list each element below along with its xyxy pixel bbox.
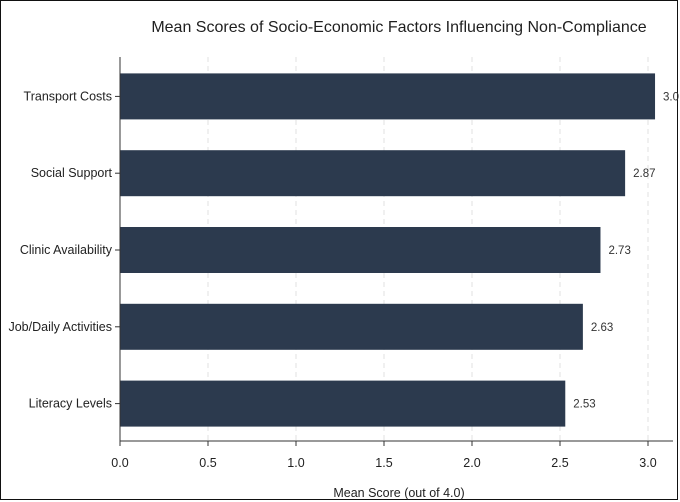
x-tick-label: 2.0 — [463, 456, 480, 470]
x-tick-label: 0.5 — [199, 456, 216, 470]
data-label: 3.04 — [663, 91, 679, 103]
x-axis: 0.0 0.5 1.0 1.5 2.0 2.5 3.0 Transport Costs Soci… — [8, 57, 673, 470]
data-label: 2.73 — [608, 245, 630, 257]
x-tick-label: 2.5 — [551, 456, 568, 470]
y-tick-label: Job/Daily Activities — [8, 320, 112, 334]
x-tick-label: 3.0 — [639, 456, 656, 470]
chart-title: Mean Scores of Socio-Economic Factors In… — [151, 19, 646, 36]
bars: 3.04 2.87 2.73 2.63 2.53 — [120, 73, 679, 427]
data-label: 2.53 — [573, 399, 595, 411]
data-label: 2.63 — [591, 322, 613, 334]
y-tick-label: Literacy Levels — [29, 397, 112, 411]
bar — [120, 227, 601, 273]
y-tick-label: Transport Costs — [24, 89, 112, 103]
x-axis-label: Mean Score (out of 4.0) — [333, 486, 464, 500]
x-tick-label: 1.5 — [375, 456, 392, 470]
x-tick-label: 0.0 — [111, 456, 128, 470]
bar — [120, 150, 626, 197]
data-label: 2.87 — [633, 168, 655, 180]
y-tick-label: Clinic Availability — [20, 243, 113, 257]
y-tick-label: Social Support — [31, 166, 113, 180]
bar — [120, 73, 656, 120]
bar — [120, 380, 566, 427]
x-tick-label: 1.0 — [287, 456, 304, 470]
bar — [120, 303, 583, 350]
